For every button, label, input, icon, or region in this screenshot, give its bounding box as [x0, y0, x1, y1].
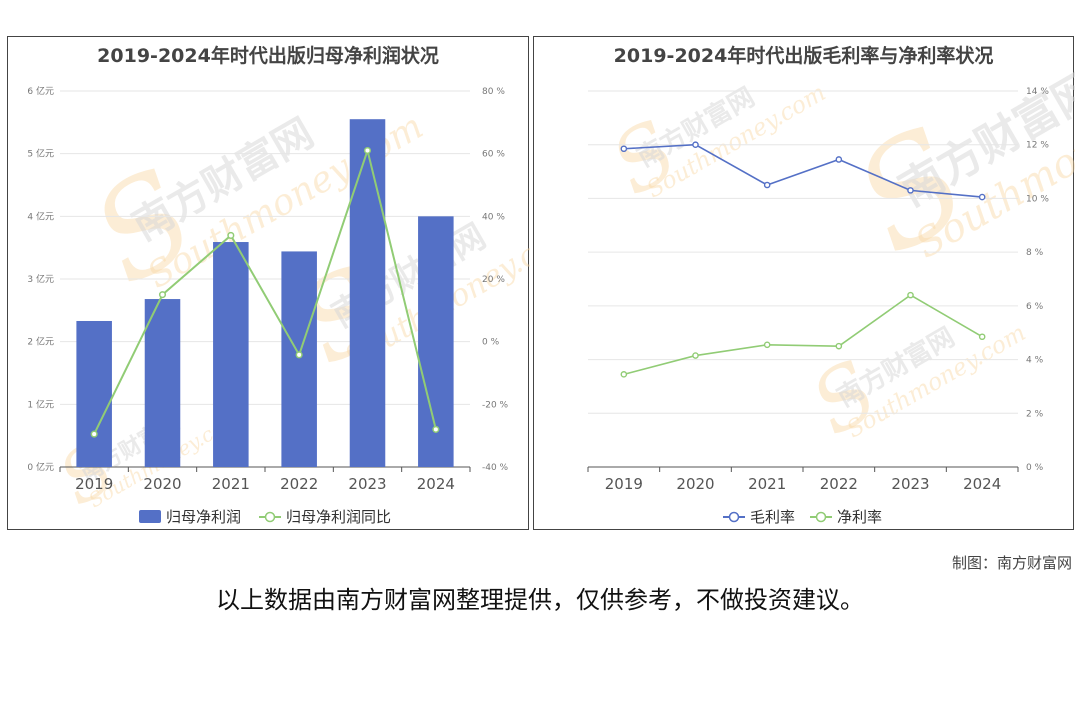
y-tick-label-right: 60 % — [482, 150, 505, 160]
y-tick-label-right: 80 % — [482, 87, 505, 97]
x-tick-label: 2020 — [143, 475, 181, 493]
x-tick-label: 2024 — [963, 475, 1001, 493]
point-net-margin — [907, 291, 914, 299]
point-yoy — [295, 351, 303, 359]
point-yoy — [90, 430, 98, 438]
chart-svg-net-profit: S南方财富网Southmoney.comS南方财富网Southmoney.com… — [27, 85, 530, 526]
y-tick-label-right: -20 % — [482, 400, 509, 410]
disclaimer-text: 以上数据由南方财富网整理提供，仅供参考，不做投资建议。 — [216, 586, 864, 614]
x-tick-label: 2022 — [820, 475, 858, 493]
series-line-net-margin — [623, 294, 983, 376]
bar-net-profit — [349, 119, 386, 467]
point-net-margin — [692, 352, 699, 359]
x-tick-label: 2021 — [748, 475, 786, 493]
y-tick-label-right: 8 % — [1026, 248, 1044, 258]
point-net-margin — [978, 333, 986, 341]
point-yoy — [432, 425, 440, 433]
point-gross-margin — [620, 145, 628, 153]
y-tick-label-left: 5 亿元 — [27, 148, 54, 160]
point-gross-margin — [978, 193, 986, 201]
y-tick-label-right: 14 % — [1026, 87, 1049, 97]
point-net-margin — [620, 371, 628, 378]
x-tick-label: 2020 — [676, 475, 714, 493]
y-tick-label-right: 0 % — [1026, 463, 1044, 473]
y-tick-label-left: 6 亿元 — [27, 85, 54, 97]
x-tick-label: 2024 — [417, 475, 455, 493]
y-tick-label-left: 2 亿元 — [27, 336, 54, 348]
y-tick-label-right: 20 % — [482, 275, 505, 285]
point-net-margin — [763, 341, 771, 349]
bar-net-profit — [213, 242, 249, 467]
x-tick-label: 2022 — [280, 475, 318, 493]
chart-credit: 制图：南方财富网 — [951, 554, 1072, 572]
point-gross-margin — [907, 187, 914, 194]
x-tick-label: 2023 — [348, 475, 386, 493]
point-gross-margin — [835, 156, 843, 163]
bar-net-profit — [76, 320, 112, 467]
legend-label: 归母净利润同比 — [286, 508, 391, 526]
point-yoy — [363, 146, 372, 155]
chart-svg-margins: S南方财富网Southmoney.comS南方财富网Southmoney.com… — [587, 57, 1075, 526]
y-tick-label-right: 6 % — [1026, 302, 1044, 312]
point-gross-margin — [692, 141, 699, 149]
series-line-gross-margin — [623, 143, 983, 198]
x-tick-label: 2021 — [212, 475, 250, 493]
chart-panel-net-profit: 2019-2024年时代出版归母净利润状况 S 南方财富网 Southmoney.c… — [7, 36, 530, 530]
legend-label: 归母净利润 — [166, 508, 241, 526]
point-yoy — [158, 291, 167, 299]
y-tick-label-right: 40 % — [482, 212, 505, 222]
y-tick-label-right: -40 % — [482, 463, 509, 473]
point-gross-margin — [763, 181, 771, 189]
chart-panel-margins: 2019-2024年时代出版毛利率与净利率状况 S 南方财富网 Southmoney… — [533, 36, 1075, 530]
y-tick-label-left: 1 亿元 — [27, 398, 54, 410]
point-yoy — [227, 231, 235, 239]
chart-title: 2019-2024年时代出版毛利率与净利率状况 — [613, 45, 994, 67]
point-net-margin — [835, 342, 843, 350]
y-tick-label-left: 4 亿元 — [27, 210, 54, 222]
bar-net-profit — [144, 299, 181, 467]
y-tick-label-right: 2 % — [1026, 409, 1044, 419]
legend-swatch-marker — [728, 511, 740, 523]
legend-swatch-bar — [139, 510, 161, 523]
y-tick-label-right: 12 % — [1026, 141, 1049, 151]
legend-label: 毛利率 — [750, 508, 795, 526]
y-tick-label-right: 10 % — [1026, 194, 1049, 204]
y-tick-label-right: 0 % — [482, 338, 500, 348]
bar-net-profit — [281, 251, 317, 467]
y-tick-label-right: 4 % — [1026, 356, 1044, 366]
x-tick-label: 2019 — [605, 475, 643, 493]
legend-label: 净利率 — [837, 508, 882, 526]
legend-swatch-marker — [815, 511, 827, 523]
legend-swatch-marker — [264, 511, 276, 523]
x-tick-label: 2019 — [75, 475, 113, 493]
chart-title: 2019-2024年时代出版归母净利润状况 — [97, 45, 439, 67]
y-tick-label-left: 0 亿元 — [27, 461, 54, 473]
series-line-yoy — [93, 146, 437, 435]
x-tick-label: 2023 — [891, 475, 929, 493]
y-tick-label-left: 3 亿元 — [27, 273, 54, 285]
